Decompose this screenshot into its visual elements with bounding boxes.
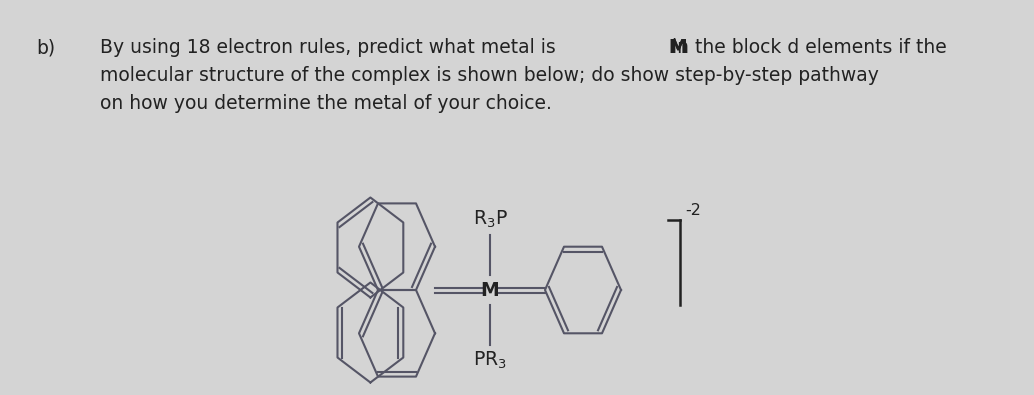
Text: R$_3$P: R$_3$P	[473, 209, 508, 230]
Text: in the block d elements if the: in the block d elements if the	[666, 38, 947, 57]
Text: -2: -2	[685, 203, 701, 218]
Text: By using 18 electron rules, predict what metal is: By using 18 electron rules, predict what…	[100, 38, 561, 57]
Text: b): b)	[36, 38, 55, 57]
Text: on how you determine the metal of your choice.: on how you determine the metal of your c…	[100, 94, 552, 113]
Text: PR$_3$: PR$_3$	[474, 350, 507, 371]
Text: M: M	[481, 280, 499, 299]
Text: molecular structure of the complex is shown below; do show step-by-step pathway: molecular structure of the complex is sh…	[100, 66, 879, 85]
Text: M: M	[669, 38, 688, 57]
Text: M: M	[669, 38, 688, 57]
